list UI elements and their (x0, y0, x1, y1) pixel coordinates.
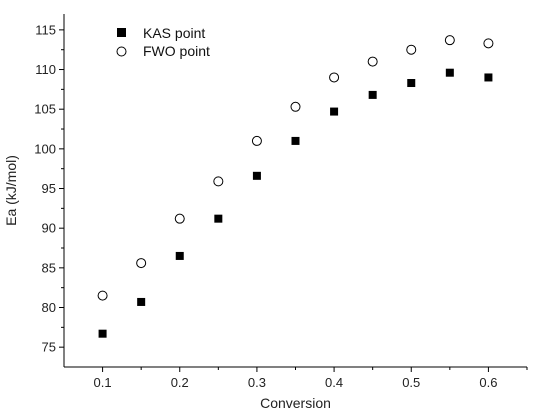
fwo-point-marker (213, 176, 224, 187)
y-tick-label: 110 (35, 62, 56, 77)
y-axis-title: Ea (kJ/mol) (3, 155, 19, 226)
y-tick-label: 90 (42, 221, 56, 236)
fwo-point-marker (483, 38, 494, 49)
kas-point-marker (330, 107, 339, 116)
y-tick-label: 105 (34, 102, 56, 117)
kas-point-marker (445, 68, 454, 77)
legend-marker-kas (117, 28, 126, 37)
x-tick-label: 0.1 (94, 375, 112, 390)
fwo-point-marker (174, 213, 185, 224)
y-tick-label: 100 (34, 141, 56, 156)
x-tick-label: 0.2 (171, 375, 189, 390)
y-tick-label: 85 (42, 260, 56, 275)
fwo-point-marker (367, 56, 378, 67)
fwo-point-marker (406, 44, 417, 55)
legend-label-fwo: FWO point (143, 43, 210, 59)
fwo-point-marker (290, 101, 301, 112)
y-tick-label: 75 (42, 340, 56, 355)
y-tick-label: 80 (42, 300, 56, 315)
legend-marker-fwo (116, 46, 127, 57)
kas-point-marker (484, 73, 493, 82)
y-tick-label: 115 (35, 22, 56, 37)
kas-point-marker (291, 136, 300, 145)
y-tick-label: 95 (42, 181, 56, 196)
fwo-point-marker (329, 72, 340, 83)
y-axis-ticks: 75 80 85 90 95 100 105 110 115 (34, 22, 64, 355)
fwo-point-marker (251, 135, 262, 146)
kas-point-marker (137, 297, 146, 306)
kas-point-marker (407, 79, 416, 88)
fwo-point-marker (97, 290, 108, 301)
fwo-point-marker (444, 35, 455, 46)
legend-label-kas: KAS point (143, 25, 205, 41)
kas-point-marker (252, 171, 261, 180)
kas-point-marker (98, 329, 107, 338)
legend: KAS point FWO point (116, 25, 210, 59)
kas-point-marker (175, 251, 184, 260)
x-tick-label: 0.6 (479, 375, 497, 390)
x-axis-title: Conversion (260, 395, 331, 411)
x-tick-label: 0.5 (402, 375, 420, 390)
x-tick-label: 0.3 (248, 375, 266, 390)
x-axis-ticks: 0.1 0.2 0.3 0.4 0.5 0.6 (94, 367, 528, 390)
fwo-point-marker (136, 258, 147, 269)
kas-point-marker (368, 90, 377, 99)
x-tick-label: 0.4 (325, 375, 343, 390)
data-points (97, 35, 494, 338)
kas-point-marker (214, 214, 223, 223)
